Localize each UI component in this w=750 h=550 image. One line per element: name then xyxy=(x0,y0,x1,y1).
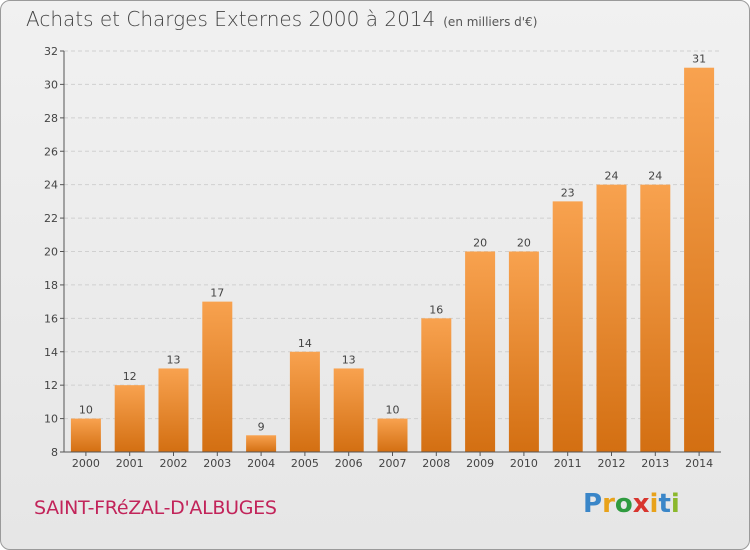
x-tick-labels: 2000 2001 2002 2003 2004 2005 2006 2007 2008 2009… xyxy=(72,457,713,470)
x-tick-label: 2014 xyxy=(685,457,713,470)
data-label: 31 xyxy=(692,53,706,66)
chart-title-line: Achats et Charges Externes 2000 à 2014 (e… xyxy=(26,7,537,31)
logo-letter: x xyxy=(632,489,650,519)
x-tick-label: 2010 xyxy=(510,457,538,470)
bar-2011 xyxy=(552,201,583,452)
bar-2012 xyxy=(596,184,627,452)
y-tick-label: 16 xyxy=(44,312,58,325)
proxiti-logo: Proxiti xyxy=(583,489,680,519)
data-label: 16 xyxy=(429,303,443,316)
x-tick-label: 2008 xyxy=(422,457,450,470)
y-tick-labels: 8 10 12 14 16 18 20 22 24 26 28 30 32 xyxy=(44,45,58,459)
bar-2010 xyxy=(508,251,539,452)
y-tick-label: 18 xyxy=(44,279,58,292)
data-label: 10 xyxy=(386,404,400,417)
data-label: 14 xyxy=(298,337,312,350)
bar-2008 xyxy=(421,318,452,452)
y-tick-label: 12 xyxy=(44,379,58,392)
data-label: 20 xyxy=(473,237,487,250)
bar-2002 xyxy=(158,368,189,452)
bar-2000 xyxy=(70,418,101,452)
y-tick-label: 32 xyxy=(44,45,58,58)
x-tick-label: 2002 xyxy=(160,457,188,470)
x-tick-label: 2012 xyxy=(598,457,626,470)
bar-2007 xyxy=(377,418,408,452)
x-tick-label: 2004 xyxy=(247,457,275,470)
data-label: 12 xyxy=(123,370,137,383)
bars xyxy=(70,67,715,452)
logo-letter: i xyxy=(649,489,659,519)
x-tick-label: 2013 xyxy=(641,457,669,470)
y-tick-label: 24 xyxy=(44,179,58,192)
x-tick-label: 2006 xyxy=(335,457,363,470)
y-tick-label: 14 xyxy=(44,346,58,359)
logo-letter: i xyxy=(670,489,680,519)
x-tick-label: 2007 xyxy=(379,457,407,470)
data-labels: 10 12 13 17 9 14 13 10 16 20 20 23 24 24 31 xyxy=(79,53,706,434)
data-label: 13 xyxy=(167,353,181,366)
data-label: 13 xyxy=(342,353,356,366)
logo-letter: P xyxy=(583,489,603,519)
logo-letter: o xyxy=(614,489,633,519)
data-label: 17 xyxy=(210,287,224,300)
bar-2014 xyxy=(684,67,715,452)
logo-letter: t xyxy=(658,489,671,519)
data-label: 10 xyxy=(79,404,93,417)
x-tick-label: 2011 xyxy=(554,457,582,470)
bar-2013 xyxy=(640,184,671,452)
data-label: 20 xyxy=(517,237,531,250)
bar-2006 xyxy=(333,368,364,452)
axes xyxy=(60,50,721,456)
bar-2001 xyxy=(114,385,145,452)
place-name: SAINT-FRéZAL-D'ALBUGES xyxy=(34,497,277,519)
chart-title: Achats et Charges Externes 2000 à 2014 xyxy=(26,7,436,31)
y-tick-label: 10 xyxy=(44,413,58,426)
y-tick-label: 26 xyxy=(44,145,58,158)
chart-unit: (en milliers d'€) xyxy=(443,15,538,29)
x-tick-label: 2005 xyxy=(291,457,319,470)
data-label: 23 xyxy=(561,186,575,199)
y-tick-label: 20 xyxy=(44,246,58,259)
bar-2009 xyxy=(465,251,496,452)
data-label: 24 xyxy=(648,170,662,183)
y-tick-label: 30 xyxy=(44,78,58,91)
y-tick-label: 8 xyxy=(51,446,58,459)
x-tick-label: 2003 xyxy=(203,457,231,470)
data-label: 9 xyxy=(258,420,265,433)
y-tick-label: 22 xyxy=(44,212,58,225)
bar-2003 xyxy=(202,301,233,452)
x-tick-label: 2001 xyxy=(116,457,144,470)
bar-2004 xyxy=(246,435,277,452)
logo-letter: r xyxy=(602,489,615,519)
bar-2005 xyxy=(289,351,320,452)
x-tick-label: 2000 xyxy=(72,457,100,470)
data-label: 24 xyxy=(605,170,619,183)
y-tick-label: 28 xyxy=(44,112,58,125)
x-tick-label: 2009 xyxy=(466,457,494,470)
